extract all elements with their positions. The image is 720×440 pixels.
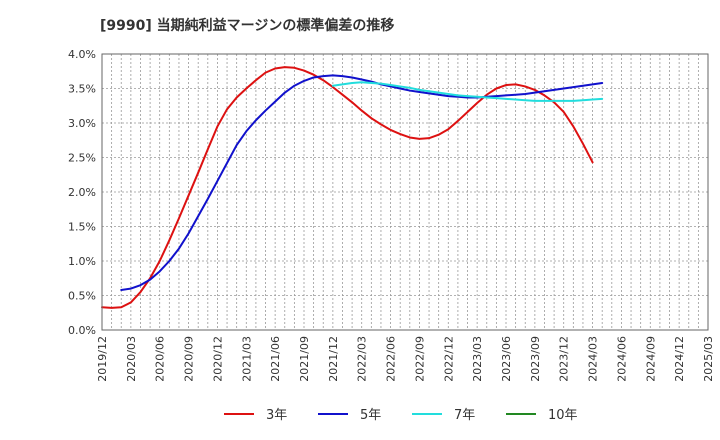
y-tick-label: 0.0% (68, 324, 96, 337)
plot-frame (101, 53, 709, 331)
x-tick-label: 2020/09 (183, 336, 196, 382)
y-axis: 0.0% 0.5% 1.0% 1.5% 2.0% 2.5% 3.0% 3.5% 4.0% (68, 48, 96, 337)
x-tick-label: 2020/06 (154, 336, 167, 382)
x-tick-label: 2022/09 (413, 336, 426, 382)
x-tick-label: 2023/06 (500, 336, 513, 382)
series-line-3 (331, 81, 604, 102)
y-tick-label: 0.5% (68, 290, 96, 303)
x-tick-label: 2023/09 (529, 336, 542, 382)
chart-title: [9990] 当期純利益マージンの標準偏差の推移 (100, 17, 394, 34)
x-tick-label: 2024/06 (615, 336, 628, 382)
x-tick-label: 2025/03 (702, 336, 715, 382)
x-tick-label: 2024/09 (644, 336, 657, 382)
y-tick-label: 1.0% (68, 255, 96, 268)
series-line-1 (101, 66, 594, 309)
x-tick-label: 2024/03 (587, 336, 600, 382)
y-tick-label: 2.0% (68, 186, 96, 199)
legend-label-2: 5年 (360, 408, 381, 423)
x-tick-label: 2021/06 (269, 336, 282, 382)
x-tick-label: 2021/12 (327, 336, 340, 382)
x-tick-label: 2023/12 (558, 336, 571, 382)
x-tick-label: 2020/03 (125, 336, 138, 382)
legend: 3年 5年 7年 10年 (224, 408, 578, 423)
y-tick-label: 3.5% (68, 83, 96, 96)
x-tick-label: 2021/03 (240, 336, 253, 382)
series-lines (101, 66, 604, 309)
x-tick-label: 2022/03 (356, 336, 369, 382)
y-tick-label: 4.0% (68, 48, 96, 61)
x-axis: 2019/12 2020/03 2020/06 2020/09 2020/12 2021/… (96, 336, 715, 382)
grid (102, 53, 708, 331)
plot-area (102, 54, 708, 330)
x-tick-label: 2022/06 (385, 336, 398, 382)
legend-label-3: 7年 (454, 408, 475, 423)
y-tick-label: 3.0% (68, 117, 96, 130)
x-tick-label: 2024/12 (673, 336, 686, 382)
y-tick-label: 1.5% (68, 221, 96, 234)
legend-label-1: 3年 (266, 408, 287, 423)
x-tick-label: 2021/09 (298, 336, 311, 382)
legend-label-4: 10年 (548, 408, 578, 423)
y-tick-label: 2.5% (68, 152, 96, 165)
x-tick-label: 2020/12 (211, 336, 224, 382)
x-tick-label: 2022/12 (442, 336, 455, 382)
x-tick-label: 2023/03 (471, 336, 484, 382)
x-tick-label: 2019/12 (96, 336, 109, 382)
series-line-2 (120, 74, 604, 291)
